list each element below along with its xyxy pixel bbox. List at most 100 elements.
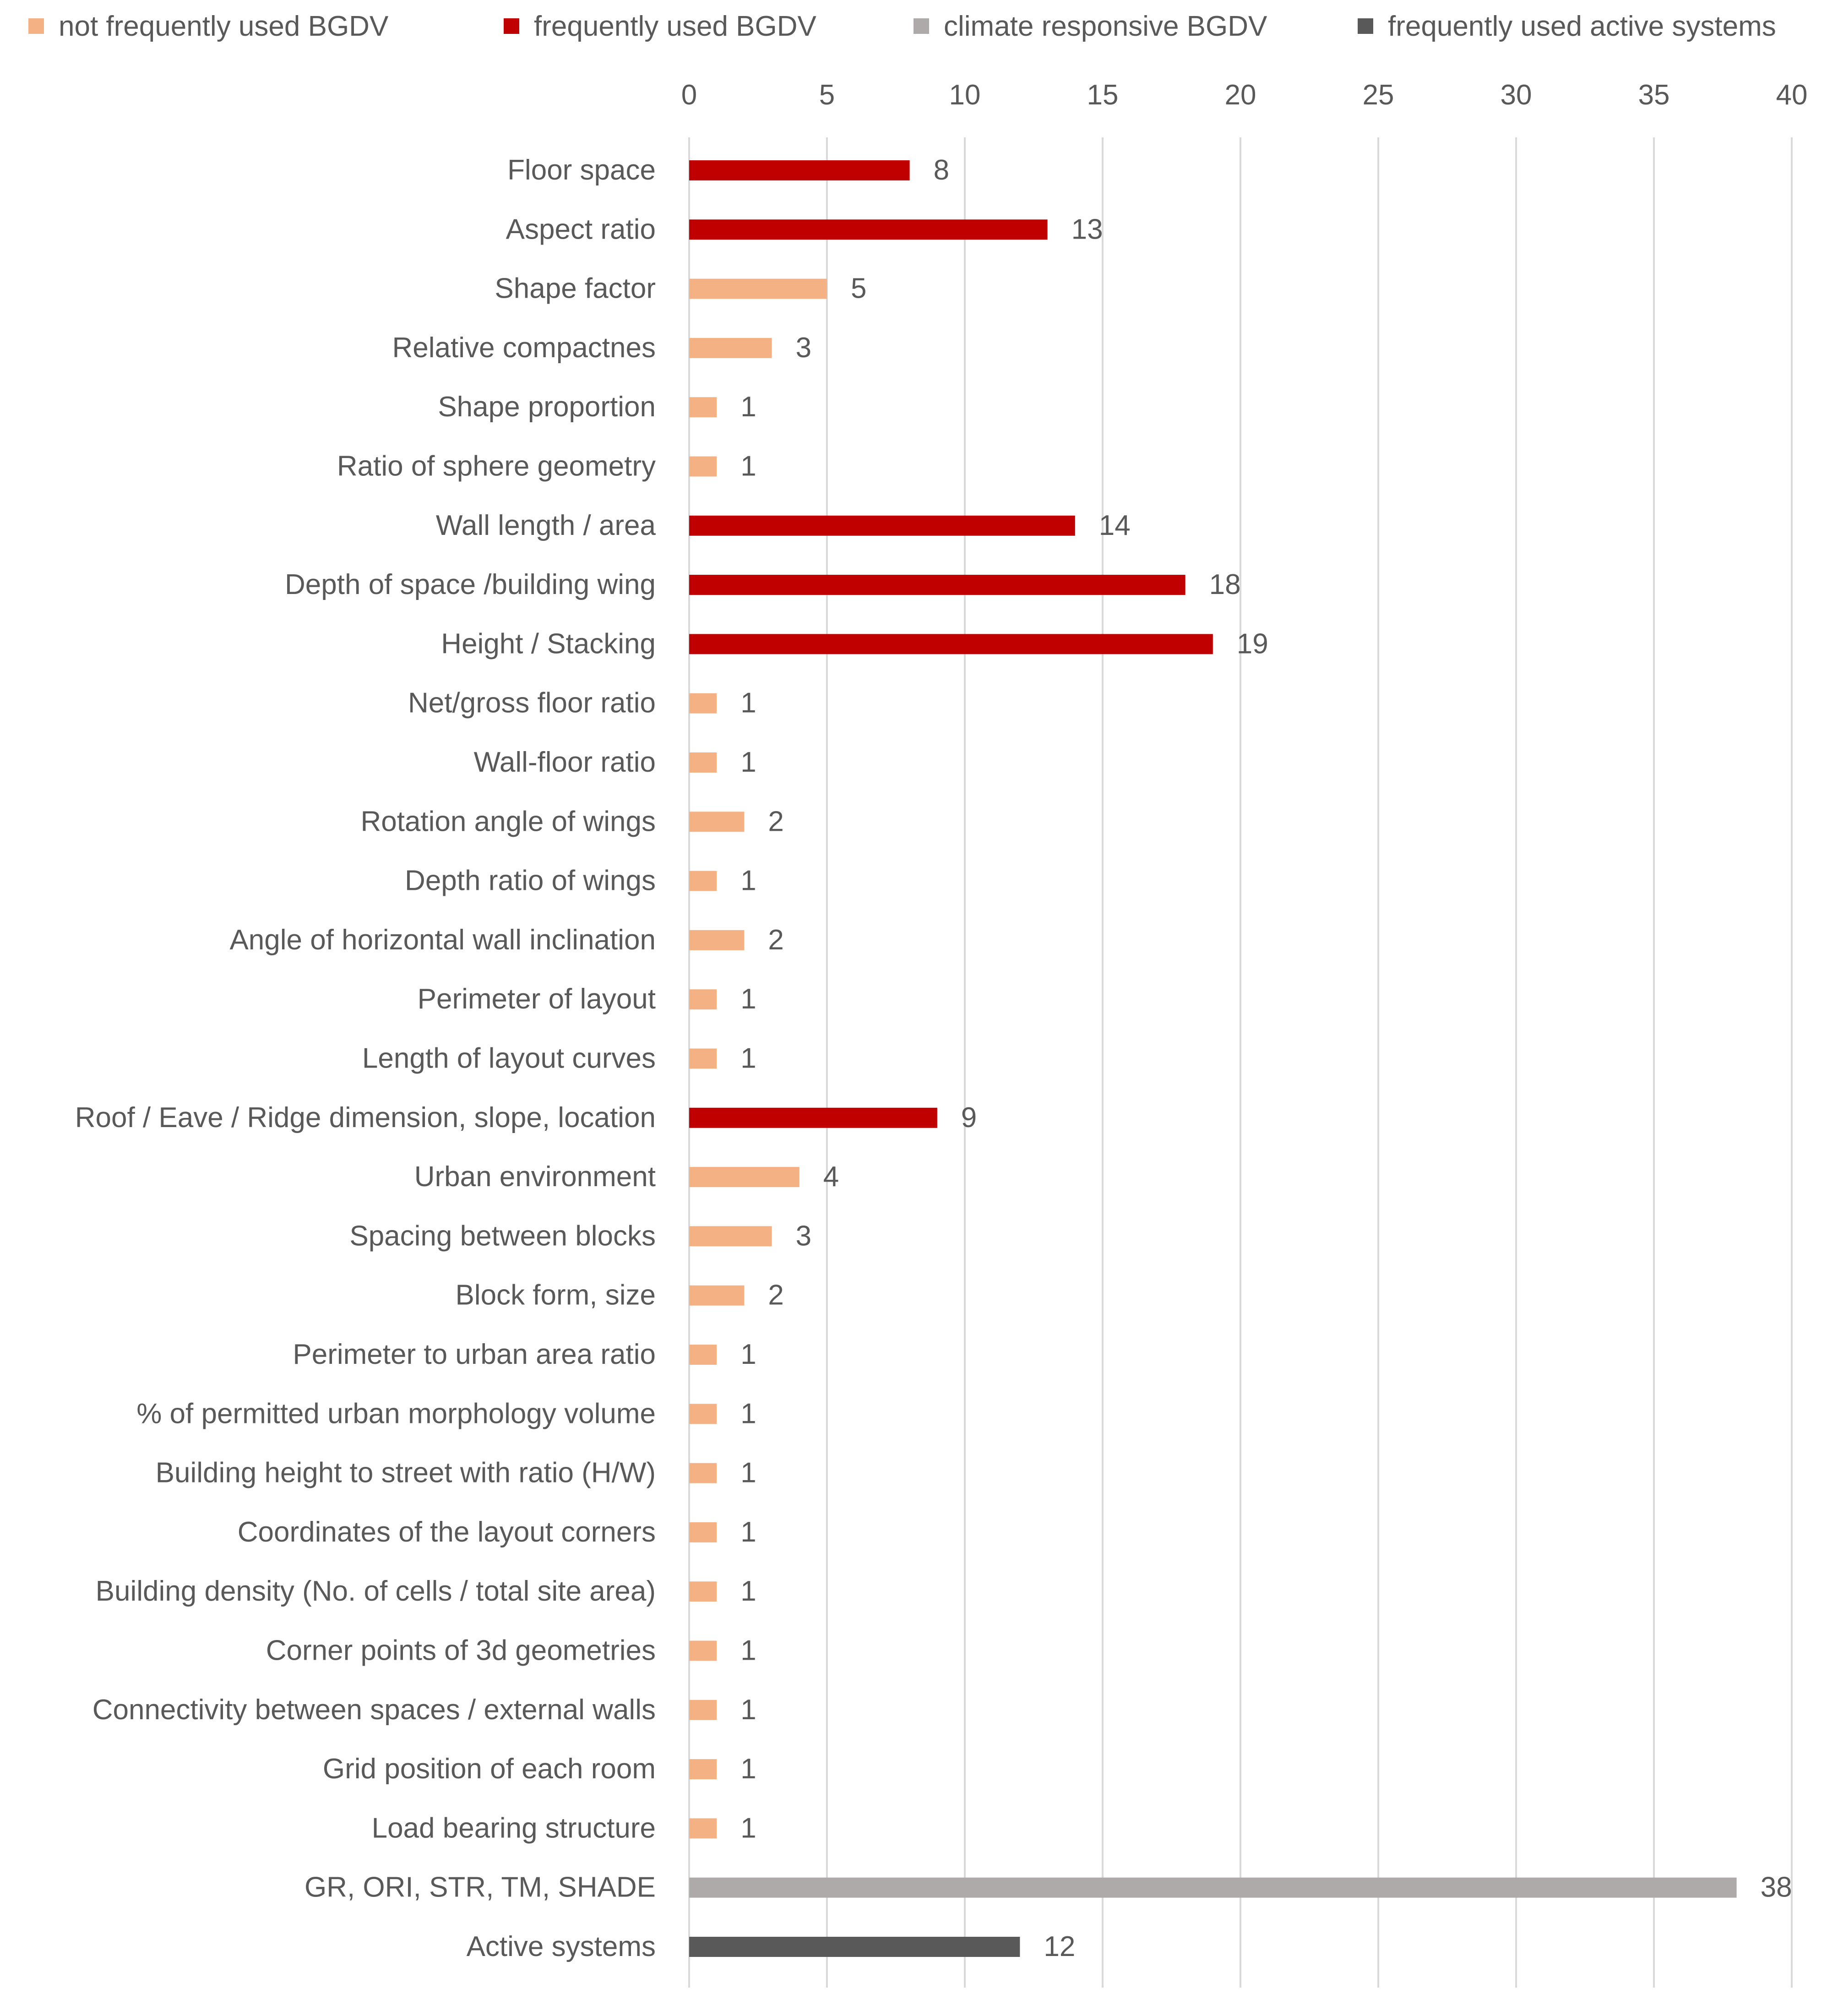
value-label-connectivity-between-spaces-external-walls: 1	[740, 1694, 756, 1726]
bar-angle-of-horizontal-wall-inclination	[689, 930, 745, 950]
bar-load-bearing-structure	[689, 1818, 717, 1839]
bar-depth-ratio-of-wings	[689, 871, 717, 891]
bar-of-permitted-urban-morphology-volume	[689, 1404, 717, 1424]
category-label-roof-eave-ridge-dimension-slope-location: Roof / Eave / Ridge dimension, slope, lo…	[75, 1102, 656, 1133]
bar-corner-points-of-3d-geometries	[689, 1640, 717, 1661]
value-label-spacing-between-blocks: 3	[796, 1220, 811, 1252]
value-label-ratio-of-sphere-geometry: 1	[740, 451, 756, 482]
x-tick-label-40: 40	[1776, 79, 1808, 111]
bar-spacing-between-blocks	[689, 1226, 772, 1247]
bar-height-stacking	[689, 634, 1213, 654]
category-labels: Floor space Aspect ratio Shape factor Relat…	[75, 154, 656, 1962]
bar-shape-proportion	[689, 397, 717, 418]
bar-coordinates-of-the-layout-corners	[689, 1522, 717, 1542]
value-label-aspect-ratio: 13	[1071, 213, 1103, 245]
category-label-perimeter-to-urban-area-ratio: Perimeter to urban area ratio	[293, 1339, 656, 1370]
legend-swatch-not-frequently-used-bgdv	[28, 18, 44, 34]
value-label-depth-of-space-building-wing: 18	[1209, 569, 1241, 600]
category-label-spacing-between-blocks: Spacing between blocks	[349, 1220, 656, 1252]
category-label-building-height-to-street-with-ratio-h-w: Building height to street with ratio (H/…	[156, 1457, 656, 1489]
category-label-height-stacking: Height / Stacking	[441, 628, 656, 659]
value-label-net-gross-floor-ratio: 1	[740, 687, 756, 719]
category-label-perimeter-of-layout: Perimeter of layout	[418, 983, 656, 1015]
legend-label-frequently-used-bgdv: frequently used BGDV	[534, 11, 817, 42]
bar-shape-factor	[689, 278, 827, 299]
category-label-active-systems: Active systems	[467, 1931, 656, 1962]
category-label-load-bearing-structure: Load bearing structure	[372, 1812, 656, 1844]
value-label-angle-of-horizontal-wall-inclination: 2	[768, 924, 783, 956]
value-label-coordinates-of-the-layout-corners: 1	[740, 1516, 756, 1548]
category-label-urban-environment: Urban environment	[414, 1161, 656, 1193]
x-tick-label-30: 30	[1501, 79, 1532, 111]
category-label-rotation-angle-of-wings: Rotation angle of wings	[360, 806, 656, 837]
legend-label-frequently-used-active-systems: frequently used active systems	[1388, 11, 1776, 42]
value-label-gr-ori-str-tm-shade: 38	[1761, 1872, 1792, 1903]
value-label-corner-points-of-3d-geometries: 1	[740, 1635, 756, 1667]
category-label-building-density-no-of-cells-total-site-area: Building density (No. of cells / total s…	[96, 1575, 656, 1607]
bar-ratio-of-sphere-geometry	[689, 456, 717, 477]
bar-wall-length-area	[689, 515, 1075, 536]
bar-active-systems	[689, 1937, 1020, 1957]
x-tick-label-5: 5	[819, 79, 835, 111]
bar-building-height-to-street-with-ratio-h-w	[689, 1463, 717, 1483]
value-label-building-height-to-street-with-ratio-h-w: 1	[740, 1457, 756, 1489]
category-label-length-of-layout-curves: Length of layout curves	[362, 1043, 656, 1074]
category-label-grid-position-of-each-room: Grid position of each room	[323, 1753, 656, 1785]
legend-swatch-frequently-used-bgdv	[504, 18, 519, 34]
category-label-coordinates-of-the-layout-corners: Coordinates of the layout corners	[238, 1516, 656, 1548]
category-label-shape-factor: Shape factor	[495, 273, 656, 305]
bar-relative-compactnes	[689, 338, 772, 358]
bar-aspect-ratio	[689, 219, 1048, 240]
bar-grid-position-of-each-room	[689, 1759, 717, 1780]
x-tick-label-35: 35	[1638, 79, 1670, 111]
category-label-net-gross-floor-ratio: Net/gross floor ratio	[408, 687, 656, 719]
legend-label-climate-responsive-bgdv: climate responsive BGDV	[944, 11, 1267, 42]
bar-perimeter-of-layout	[689, 989, 717, 1010]
category-label-wall-length-area: Wall length / area	[436, 510, 656, 541]
x-tick-label-15: 15	[1087, 79, 1119, 111]
bar-net-gross-floor-ratio	[689, 693, 717, 714]
value-label-perimeter-of-layout: 1	[740, 983, 756, 1015]
value-label-depth-ratio-of-wings: 1	[740, 865, 756, 897]
legend-swatch-frequently-used-active-systems	[1358, 18, 1373, 34]
value-label-block-form-size: 2	[768, 1280, 783, 1311]
x-axis-ticks: 0 5 10 15 20 25 30 35 40	[681, 79, 1808, 111]
value-label-building-density-no-of-cells-total-site-area: 1	[740, 1575, 756, 1607]
category-label-depth-of-space-building-wing: Depth of space /building wing	[285, 569, 656, 600]
value-label-urban-environment: 4	[823, 1161, 839, 1193]
value-label-perimeter-to-urban-area-ratio: 1	[740, 1339, 756, 1370]
value-label-rotation-angle-of-wings: 2	[768, 806, 783, 837]
category-label-connectivity-between-spaces-external-walls: Connectivity between spaces / external w…	[92, 1694, 656, 1726]
value-label-relative-compactnes: 3	[796, 332, 811, 364]
category-label-floor-space: Floor space	[507, 154, 656, 186]
category-label-angle-of-horizontal-wall-inclination: Angle of horizontal wall inclination	[229, 924, 656, 956]
x-tick-label-20: 20	[1225, 79, 1256, 111]
category-label-gr-ori-str-tm-shade: GR, ORI, STR, TM, SHADE	[305, 1872, 656, 1903]
category-label-block-form-size: Block form, size	[455, 1280, 656, 1311]
bar-depth-of-space-building-wing	[689, 575, 1185, 595]
category-label-of-permitted-urban-morphology-volume: % of permitted urban morphology volume	[136, 1398, 656, 1429]
value-label-shape-factor: 5	[851, 273, 866, 305]
category-label-aspect-ratio: Aspect ratio	[506, 213, 656, 245]
value-label-shape-proportion: 1	[740, 391, 756, 423]
category-label-relative-compactnes: Relative compactnes	[392, 332, 656, 364]
value-label-grid-position-of-each-room: 1	[740, 1753, 756, 1785]
legend-label-not-frequently-used-bgdv: not frequently used BGDV	[59, 11, 389, 42]
bar-perimeter-to-urban-area-ratio	[689, 1345, 717, 1365]
bar-urban-environment	[689, 1167, 799, 1188]
value-label-wall-floor-ratio: 1	[740, 746, 756, 778]
category-label-shape-proportion: Shape proportion	[438, 391, 656, 423]
chart-legend: not frequently used BGDV frequently used …	[28, 11, 1776, 42]
legend-swatch-climate-responsive-bgdv	[914, 18, 929, 34]
x-tick-label-25: 25	[1363, 79, 1394, 111]
bar-roof-eave-ridge-dimension-slope-location	[689, 1107, 937, 1128]
value-label-of-permitted-urban-morphology-volume: 1	[740, 1398, 756, 1429]
value-label-wall-length-area: 14	[1099, 510, 1131, 541]
bar-gr-ori-str-tm-shade	[689, 1877, 1737, 1898]
bar-length-of-layout-curves	[689, 1048, 717, 1069]
value-label-load-bearing-structure: 1	[740, 1812, 756, 1844]
category-label-depth-ratio-of-wings: Depth ratio of wings	[405, 865, 656, 897]
value-label-length-of-layout-curves: 1	[740, 1043, 756, 1074]
